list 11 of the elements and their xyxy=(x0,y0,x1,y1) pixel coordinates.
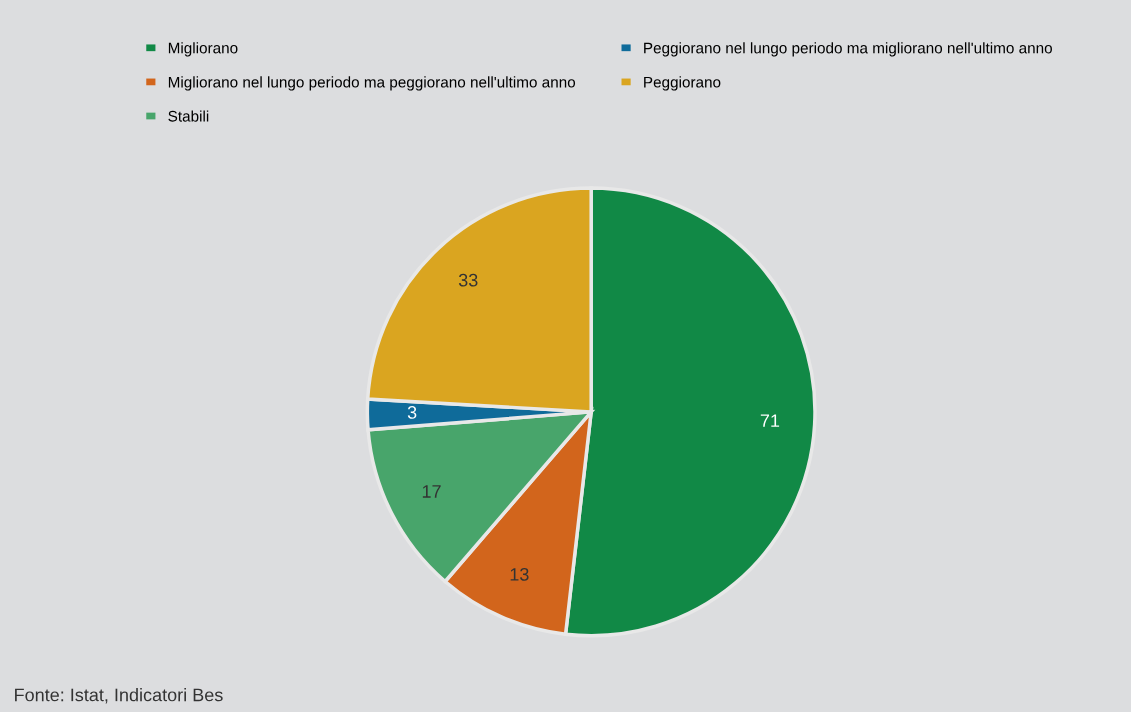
data-label: 17 xyxy=(422,485,441,498)
data-label: 13 xyxy=(510,567,529,581)
legend-label: Peggiorano nel lungo periodo ma migliorano nell'ultimo anno xyxy=(644,42,1052,57)
data-label: 3 xyxy=(407,406,417,419)
legend-label: Migliorano nel lungo periodo ma peggiorano nell'ultimo anno xyxy=(168,76,576,91)
legend-label: Stabili xyxy=(168,110,209,122)
data-label: 33 xyxy=(458,273,478,287)
data-label: 71 xyxy=(760,414,780,427)
legend-label: Migliorano xyxy=(168,42,238,57)
source-note: Fonte: Istat, Indicatori Bes xyxy=(15,688,223,704)
legend-label: Peggiorano xyxy=(644,76,721,91)
